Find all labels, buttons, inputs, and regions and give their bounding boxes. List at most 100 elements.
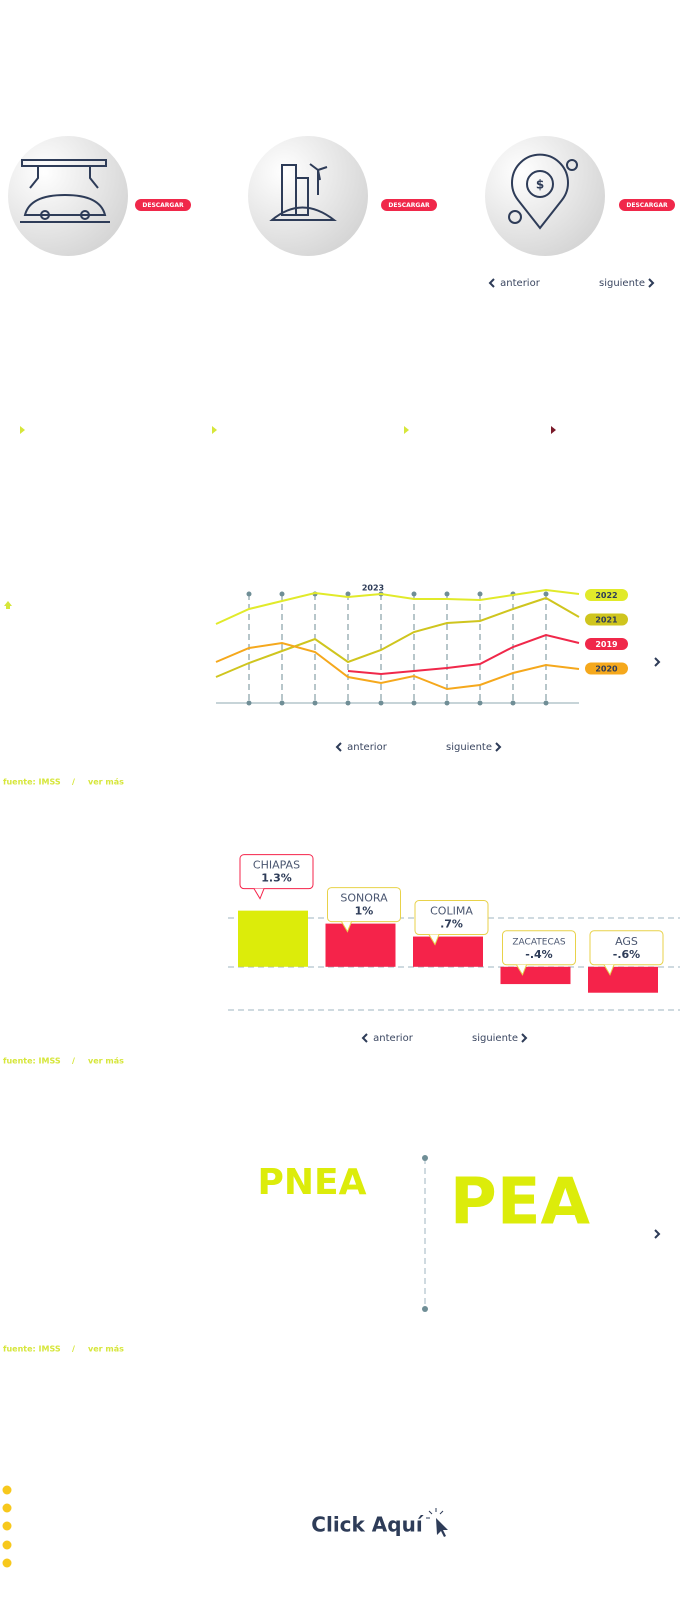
- pager-next[interactable]: siguiente: [446, 742, 492, 753]
- bar: [588, 966, 658, 993]
- bar: [413, 936, 483, 967]
- callout-value: .7%: [440, 918, 463, 931]
- download-label[interactable]: DESCARGAR: [142, 202, 184, 209]
- callout-name: SONORA: [340, 892, 388, 905]
- callout-box: [327, 887, 401, 923]
- guide-dot: [477, 700, 483, 706]
- cta-text[interactable]: Click Aquí: [311, 1513, 424, 1537]
- pager-next[interactable]: siguiente: [472, 1033, 518, 1044]
- icon-city: [248, 136, 368, 256]
- source-sep: /: [72, 1345, 75, 1354]
- source: fuente: IMSS: [3, 1057, 61, 1066]
- callout-tail: [253, 888, 265, 900]
- guide-dot: [543, 591, 549, 597]
- icon-factory: [8, 136, 128, 256]
- guide-dot: [378, 700, 384, 706]
- guide-dot: [411, 591, 417, 597]
- download-button[interactable]: [381, 199, 437, 211]
- guide-dot: [477, 591, 483, 597]
- callout-value: -.6%: [613, 948, 640, 961]
- bar: [238, 910, 308, 967]
- callout-name: AGS: [615, 935, 638, 948]
- legend-label: 2020: [595, 665, 618, 674]
- legend-pill: [585, 662, 628, 675]
- legend-pill: [585, 638, 628, 650]
- source: fuente: IMSS: [3, 1345, 61, 1354]
- callout-name: CHIAPAS: [253, 859, 300, 872]
- guide-dot: [411, 700, 417, 706]
- cta[interactable]: Click Aquí: [311, 1508, 448, 1537]
- callout-name: ZACATECAS: [512, 937, 566, 947]
- row-arrows: [4, 426, 556, 609]
- source: fuente: IMSS: [3, 778, 61, 787]
- callout-value: 1%: [355, 905, 374, 918]
- series-line: [215, 596, 580, 678]
- callout-box: [589, 930, 664, 966]
- callout-value: 1.3%: [261, 872, 292, 885]
- prev-chevron[interactable]: [335, 742, 342, 752]
- guide-dot: [543, 700, 549, 706]
- download-label[interactable]: DESCARGAR: [388, 202, 430, 209]
- next-chevron[interactable]: [654, 1229, 661, 1239]
- series-line: [215, 588, 580, 625]
- guide-dot: [246, 700, 252, 706]
- next-chevron[interactable]: [654, 657, 661, 667]
- download-button[interactable]: [619, 199, 675, 211]
- more-link[interactable]: ver más: [88, 778, 124, 787]
- guide-dot: [510, 700, 516, 706]
- prev-chevron[interactable]: [361, 1033, 368, 1043]
- guide-dot: [345, 700, 351, 706]
- labor-panel: PNEA PEA: [258, 657, 661, 1312]
- legend-label: 2022: [595, 591, 617, 600]
- annotation: 2023: [362, 584, 384, 593]
- legend-pill: [585, 613, 628, 626]
- next-chevron[interactable]: [648, 278, 655, 288]
- callout-name: COLIMA: [430, 905, 473, 918]
- series-line: [347, 633, 580, 676]
- callout-tail: [428, 934, 440, 946]
- download-label[interactable]: DESCARGAR: [626, 202, 668, 209]
- guide-dot: [279, 700, 285, 706]
- guide-dot: [279, 591, 285, 597]
- bar: [500, 966, 571, 985]
- pager-next[interactable]: siguiente: [599, 278, 645, 289]
- bar: [325, 923, 396, 967]
- next-chevron[interactable]: [495, 742, 502, 752]
- legend-pill: [585, 589, 628, 601]
- guide-dot: [444, 700, 450, 706]
- guide-dot: [345, 591, 351, 597]
- pea: PEA: [450, 1166, 591, 1240]
- pager-prev[interactable]: anterior: [347, 742, 388, 753]
- pnea: PNEA: [258, 1162, 367, 1203]
- more-link[interactable]: ver más: [88, 1057, 124, 1066]
- more-link[interactable]: ver más: [88, 1345, 124, 1354]
- callout-tail: [341, 921, 352, 933]
- line-chart: 2023 2022 2021 2019 2020: [215, 584, 628, 706]
- callout-tail: [516, 964, 527, 976]
- next-chevron[interactable]: [521, 1033, 528, 1043]
- callout-box: [502, 930, 576, 966]
- callout-tail: [603, 964, 615, 976]
- icon-money: $: [485, 136, 605, 256]
- source-sep: /: [72, 778, 75, 787]
- callout-value: -.4%: [525, 948, 552, 961]
- legend-label: 2021: [595, 616, 618, 625]
- prev-chevron[interactable]: [488, 278, 495, 288]
- legend-label: 2019: [595, 640, 618, 649]
- pager-prev[interactable]: anterior: [500, 278, 541, 289]
- guide-dot: [444, 591, 450, 597]
- download-button[interactable]: [135, 199, 191, 211]
- download-buttons: DESCARGAR DESCARGAR DESCARGAR: [135, 199, 675, 211]
- svg-text:$: $: [536, 178, 544, 192]
- side-dots: [2, 1485, 12, 1568]
- source-sep: /: [72, 1057, 75, 1066]
- callout-box: [414, 900, 489, 936]
- pager-prev[interactable]: anterior: [373, 1033, 414, 1044]
- callout-box: [239, 854, 314, 890]
- guide-dot: [312, 700, 318, 706]
- series-line: [215, 641, 580, 691]
- guide-dot: [246, 591, 252, 597]
